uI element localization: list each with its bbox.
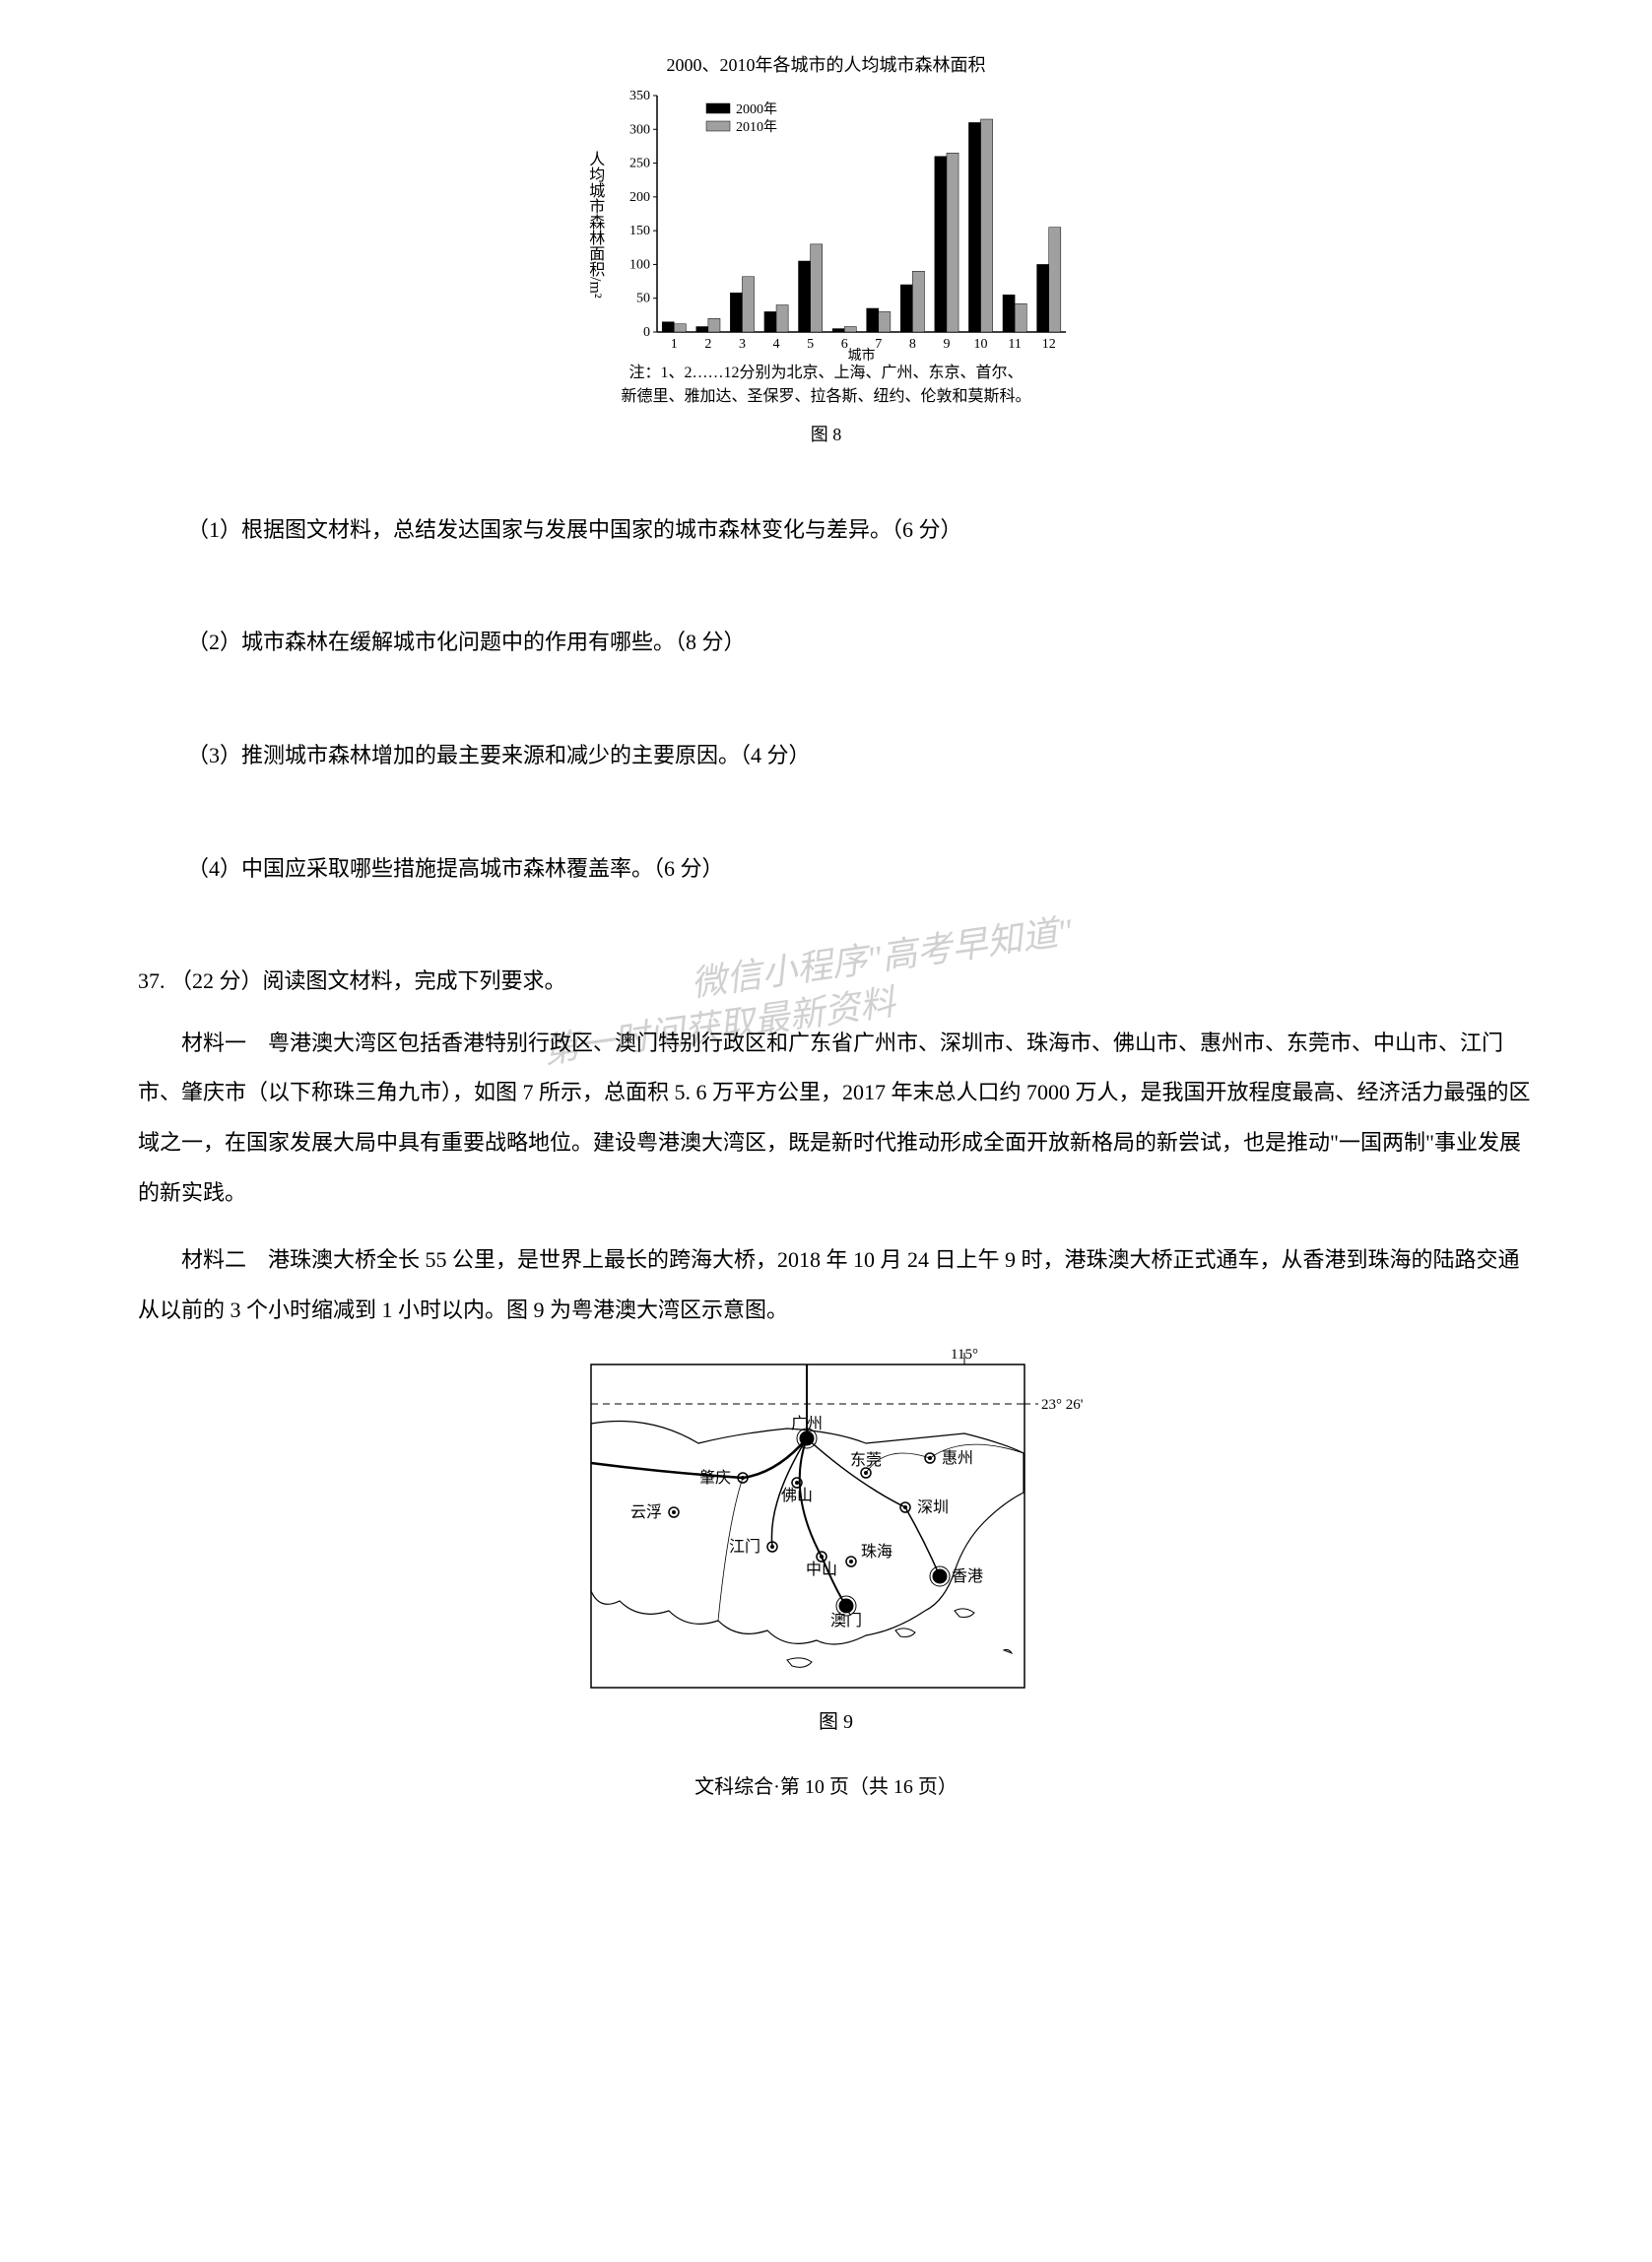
svg-text:11: 11 bbox=[1009, 337, 1022, 352]
svg-text:中山: 中山 bbox=[805, 1561, 836, 1578]
page-footer: 文科综合·第 10 页（共 16 页） bbox=[118, 1769, 1534, 1805]
svg-text:50: 50 bbox=[636, 292, 650, 306]
chart-container: 2000、2010年各城市的人均城市森林面积 人均城市森林面积/m² 0 50 10… bbox=[118, 49, 1534, 451]
svg-text:150: 150 bbox=[629, 225, 650, 239]
chart-note-1: 注：1、2……12分别为北京、上海、广州、东京、首尔、 bbox=[628, 362, 1023, 385]
svg-text:0: 0 bbox=[643, 325, 650, 340]
svg-text:4: 4 bbox=[773, 337, 780, 352]
svg-text:350: 350 bbox=[629, 89, 650, 103]
svg-text:惠州: 惠州 bbox=[942, 1449, 973, 1467]
material-2: 材料二 港珠澳大桥全长 55 公里，是世界上最长的跨海大桥，2018 年 10 … bbox=[138, 1235, 1534, 1335]
question-1: （1）根据图文材料，总结发达国家与发展中国家的城市森林变化与差异。（6 分） bbox=[187, 510, 1534, 550]
material-1: 材料一 粤港澳大湾区包括香港特别行政区、澳门特别行政区和广东省广州市、深圳市、珠… bbox=[138, 1019, 1534, 1218]
section-37-intro-text: （22 分）阅读图文材料，完成下列要求。 bbox=[170, 968, 566, 993]
svg-text:佛山: 佛山 bbox=[780, 1487, 812, 1504]
svg-text:澳门: 澳门 bbox=[829, 1612, 861, 1630]
svg-text:江门: 江门 bbox=[728, 1538, 760, 1556]
svg-text:100: 100 bbox=[629, 258, 650, 273]
svg-text:10: 10 bbox=[974, 337, 988, 352]
svg-text:2: 2 bbox=[705, 337, 712, 352]
svg-text:东莞: 东莞 bbox=[849, 1451, 881, 1469]
svg-text:7: 7 bbox=[876, 337, 883, 352]
svg-text:115°: 115° bbox=[951, 1347, 978, 1363]
svg-text:1: 1 bbox=[671, 337, 678, 352]
svg-text:300: 300 bbox=[629, 123, 650, 138]
map-container: 115° 23° 26' 广州肇庆佛山 东莞 惠州深圳 云浮江门中山 珠海香港澳门 图 9 bbox=[138, 1345, 1534, 1740]
svg-text:肇庆: 肇庆 bbox=[698, 1469, 730, 1487]
svg-text:珠海: 珠海 bbox=[861, 1543, 892, 1561]
svg-text:2010年: 2010年 bbox=[736, 119, 777, 135]
section-37: 37. （22 分）阅读图文材料，完成下列要求。 材料一 粤港澳大湾区包括香港特… bbox=[138, 962, 1534, 1740]
map-figure-label: 图 9 bbox=[819, 1704, 853, 1740]
svg-text:深圳: 深圳 bbox=[917, 1498, 949, 1516]
svg-text:城市: 城市 bbox=[848, 347, 876, 362]
question-4: （4）中国应采取哪些措施提高城市森林覆盖率。（6 分） bbox=[187, 849, 1534, 889]
svg-text:23° 26': 23° 26' bbox=[1041, 1397, 1083, 1413]
question-3: （3）推测城市森林增加的最主要来源和减少的主要原因。（4 分） bbox=[187, 736, 1534, 775]
svg-text:200: 200 bbox=[629, 190, 650, 205]
svg-text:8: 8 bbox=[909, 337, 916, 352]
map-svg: 115° 23° 26' 广州肇庆佛山 东莞 惠州深圳 云浮江门中山 珠海香港澳门 bbox=[590, 1345, 1083, 1690]
svg-text:5: 5 bbox=[807, 337, 814, 352]
question-2: （2）城市森林在缓解城市化问题中的作用有哪些。（8 分） bbox=[187, 623, 1534, 662]
section-37-number: 37. bbox=[138, 968, 165, 993]
chart-svg: 050100150200250300350123456789101112城市20… bbox=[613, 86, 1076, 362]
chart-title: 2000、2010年各城市的人均城市森林面积 bbox=[667, 49, 986, 81]
svg-text:9: 9 bbox=[944, 337, 951, 352]
svg-text:3: 3 bbox=[739, 337, 746, 352]
svg-text:250: 250 bbox=[629, 157, 650, 171]
svg-text:云浮: 云浮 bbox=[629, 1503, 661, 1521]
y-axis-label: 人均城市森林面积/m² bbox=[580, 86, 614, 362]
chart-note-2: 新德里、雅加达、圣保罗、拉各斯、纽约、伦敦和莫斯科。 bbox=[621, 385, 1030, 409]
svg-text:香港: 香港 bbox=[952, 1567, 983, 1585]
svg-text:12: 12 bbox=[1042, 337, 1056, 352]
section-37-intro: 37. （22 分）阅读图文材料，完成下列要求。 bbox=[138, 962, 1534, 1001]
svg-text:广州: 广州 bbox=[790, 1415, 822, 1432]
chart-area: 人均城市森林面积/m² 0501001502002503003501234567… bbox=[580, 86, 1073, 362]
chart-figure-label: 图 8 bbox=[811, 419, 842, 450]
svg-text:2000年: 2000年 bbox=[736, 101, 777, 117]
